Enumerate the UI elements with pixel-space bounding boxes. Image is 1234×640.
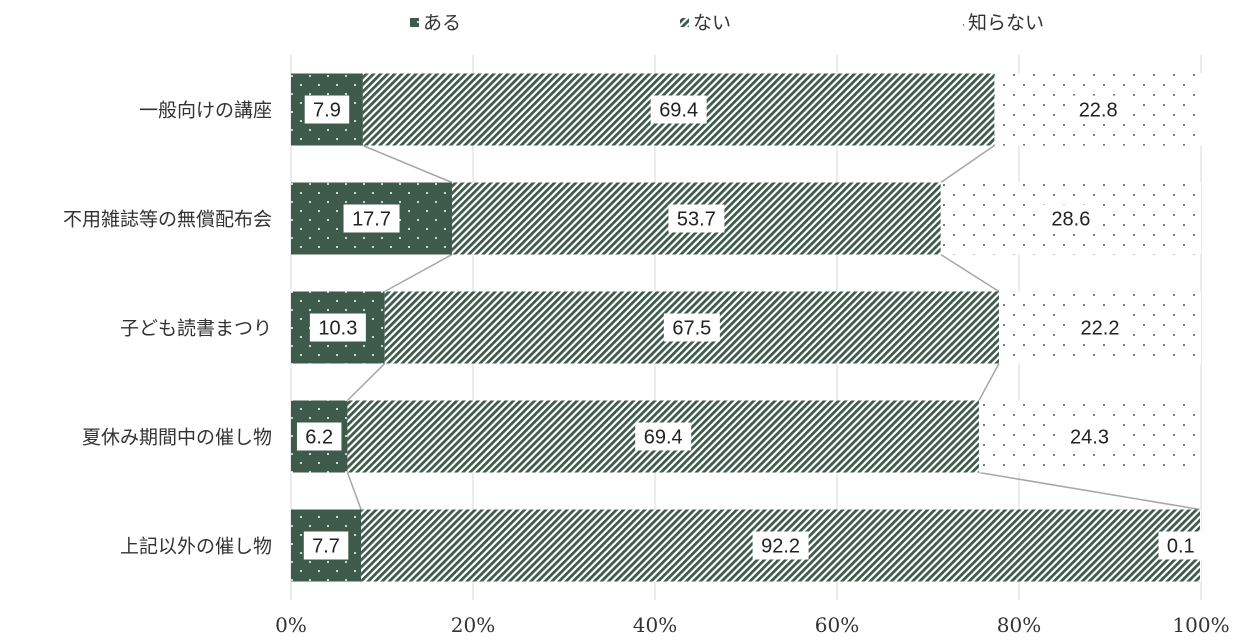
data-label: 92.2 [761,536,800,558]
x-tick-label: 0% [275,613,307,637]
connector-line [978,471,1201,511]
data-label-box [304,95,350,124]
data-label: 6.2 [305,427,333,449]
connector-line [978,363,1000,401]
legend-label: ある [423,12,461,34]
connector-line [940,144,995,184]
x-tick-label: 40% [633,613,677,637]
data-label: 24.3 [1070,427,1109,449]
data-label: 22.8 [1079,100,1118,122]
category-label: 一般向けの講座 [139,100,272,122]
legend-swatch-series-0 [410,18,419,27]
data-label-box [1071,313,1128,342]
connector-line [384,253,453,293]
data-label-box [343,204,400,233]
x-tick-label: 20% [451,613,495,637]
category-label: 上記以外の催し物 [120,536,272,558]
legend-label: ない [693,12,731,34]
data-label: 7.9 [313,100,341,122]
category-label: 夏休み期間中の催し物 [82,427,272,449]
data-label-box [635,422,692,451]
bars [291,73,1202,582]
data-label-box [650,95,707,124]
connector-line [362,144,453,184]
data-label-box [668,204,725,233]
connector-line [940,253,1000,293]
data-labels: 7.9 69.4 22.8 17.7 53.7 28.6 10.3 67.5 22.2 6.2 69… [296,95,1203,560]
data-label-box [1158,531,1203,560]
data-label-box [752,531,809,560]
data-label: 67.5 [672,318,711,340]
data-label: 69.4 [659,100,698,122]
connector-line [346,472,362,510]
legend: ある ない 知らない [410,12,1044,34]
data-label: 53.7 [677,209,716,231]
data-label-box [1042,204,1099,233]
legend-swatch-series-1 [680,18,689,27]
data-label-box [309,313,366,342]
data-label-box [1070,95,1127,124]
legend-label: 知らない [968,12,1044,34]
connector-line [346,362,386,402]
data-label-box [296,422,342,451]
data-label: 22.2 [1081,318,1120,340]
data-label-box [1061,422,1118,451]
x-tick-label: 80% [997,613,1041,637]
x-tick-label: 60% [815,613,859,637]
x-axis-tick-labels: 0% 20% 40% 60% 80% 100% [275,613,1229,637]
data-label-box [663,313,720,342]
data-label-box [303,531,349,560]
data-label: 17.7 [352,209,391,231]
series-connector-lines [346,144,1201,511]
category-label: 不用雑誌等の無償配布会 [63,209,272,231]
data-label: 69.4 [644,427,683,449]
legend-swatch-series-2 [955,18,964,27]
x-tick-label: 100% [1172,613,1229,637]
data-label: 0.1 [1167,536,1195,558]
data-label: 28.6 [1051,209,1090,231]
category-labels: 一般向けの講座不用雑誌等の無償配布会子ども読書まつり夏休み期間中の催し物上記以外… [63,100,272,558]
category-label: 子ども読書まつり [120,318,272,340]
data-label: 10.3 [318,318,357,340]
data-label: 7.7 [312,536,340,558]
